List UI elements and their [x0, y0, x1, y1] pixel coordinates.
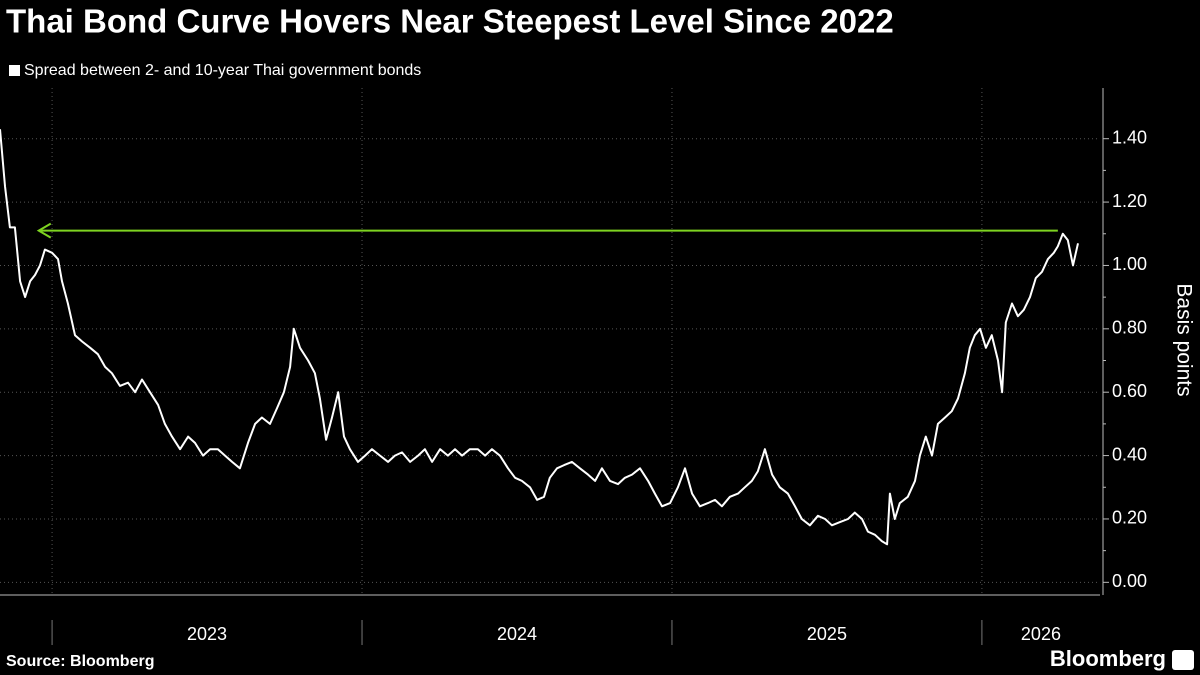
x-tick-label: 2026 — [1021, 624, 1061, 644]
y-tick-label: 0.20 — [1112, 508, 1147, 528]
y-tick-label: 1.00 — [1112, 254, 1147, 274]
y-tick-label: 0.80 — [1112, 318, 1147, 338]
brand-icon — [1172, 650, 1194, 670]
source: Source: Bloomberg — [6, 653, 154, 670]
brand: Bloomberg — [1050, 646, 1166, 671]
series-line — [0, 129, 1079, 546]
y-tick-label: 0.60 — [1112, 381, 1147, 401]
y-axis-label: Basis points — [1172, 283, 1195, 396]
y-tick-label: 1.20 — [1112, 191, 1147, 211]
y-tick-label: 0.40 — [1112, 444, 1147, 464]
legend-swatch — [9, 65, 20, 76]
x-tick-label: 2024 — [497, 624, 537, 644]
legend-label: Spread between 2- and 10-year Thai gover… — [24, 62, 421, 79]
y-tick-label: 1.40 — [1112, 127, 1147, 147]
arrow-head — [36, 222, 52, 239]
chart-title: Thai Bond Curve Hovers Near Steepest Lev… — [6, 3, 894, 40]
y-tick-label: 0.00 — [1112, 571, 1147, 591]
x-tick-label: 2023 — [187, 624, 227, 644]
x-tick-label: 2025 — [807, 624, 847, 644]
